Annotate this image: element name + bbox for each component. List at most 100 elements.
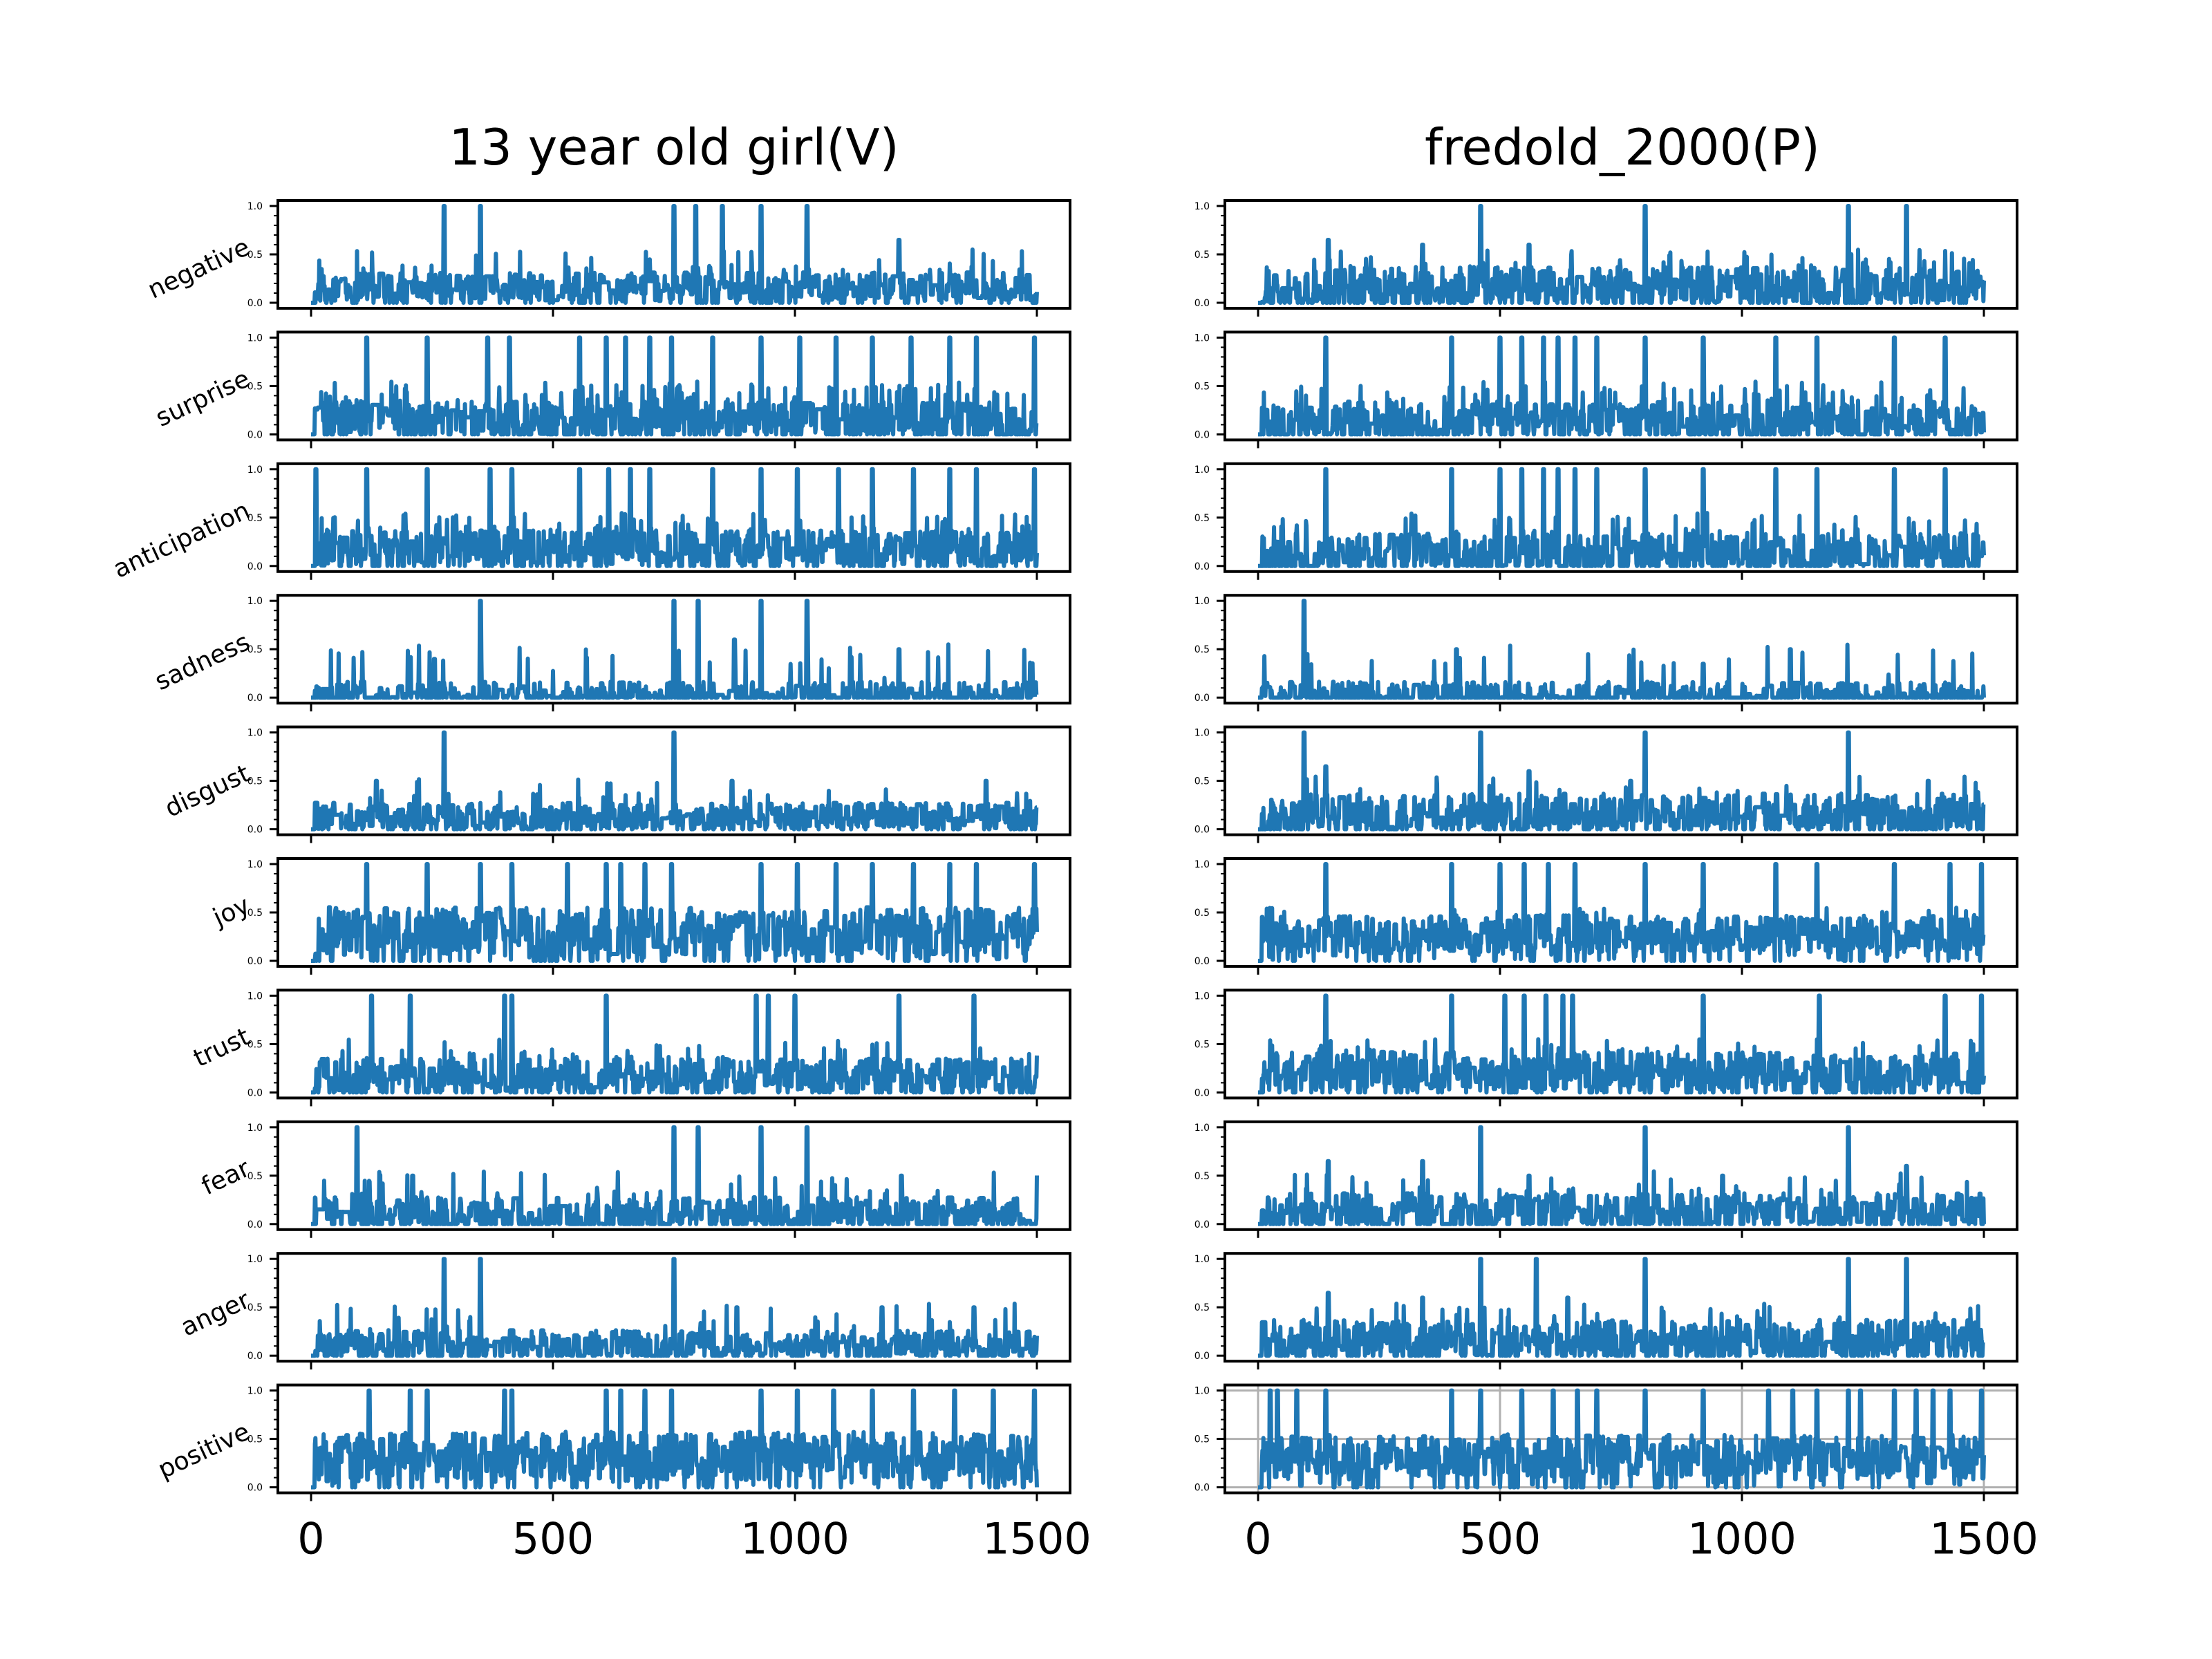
y-tick-label: 0.5: [1194, 1039, 1210, 1050]
x-tick-label: 1000: [740, 1514, 850, 1564]
panel-grid: 0.00.51.0negative0.00.51.0surprise0.00.5…: [109, 199, 2038, 1564]
y-tick-label: 0.5: [247, 250, 263, 261]
x-tick-label: 1000: [1687, 1514, 1797, 1564]
y-tick-label: 0.5: [1194, 1171, 1210, 1182]
y-tick-label: 0.5: [247, 381, 263, 392]
panel-right-sadness: 0.0 0.5 1.0: [1194, 594, 2018, 712]
panel-right-anticipation: 0.0 0.5 1.0: [1194, 462, 2018, 580]
y-tick-label: 0.5: [1194, 1302, 1210, 1313]
series-line-surprise: [309, 335, 1039, 437]
y-tick-label: 0.0: [1194, 956, 1210, 967]
y-tick-label: 1.0: [247, 1254, 263, 1265]
y-tick-label: 1.0: [247, 1123, 263, 1134]
y-tick-label: 0.5: [1194, 1434, 1210, 1445]
y-tick-label: 0.0: [247, 1087, 263, 1098]
y-tick-label: 0.5: [247, 908, 263, 919]
y-tick-label: 0.0: [1194, 1219, 1210, 1230]
y-tick-label: 1.0: [1194, 859, 1210, 870]
y-tick-label: 0.0: [247, 1483, 263, 1494]
column-title-left: 13 year old girl(V): [449, 118, 899, 176]
y-tick-label: 0.5: [247, 644, 263, 655]
y-tick-label: 0.0: [247, 561, 263, 572]
series-line-trust: [309, 993, 1039, 1095]
panel-right-anger: 0.0 0.5 1.0: [1194, 1252, 2018, 1370]
y-tick-label: 1.0: [1194, 201, 1210, 212]
y-tick-label: 0.0: [1194, 1483, 1210, 1494]
y-tick-label: 0.5: [1194, 908, 1210, 919]
y-tick-label: 0.0: [247, 1351, 263, 1362]
y-tick-label: 1.0: [1194, 1123, 1210, 1134]
y-tick-label: 0.5: [1194, 776, 1210, 787]
series-line-anticipation: [1256, 467, 1986, 568]
x-tick-label: 500: [1459, 1514, 1541, 1564]
y-tick-label: 0.5: [247, 776, 263, 787]
series-line-joy: [309, 862, 1039, 963]
y-tick-label: 1.0: [1194, 465, 1210, 476]
y-tick-label: 1.0: [1194, 596, 1210, 607]
panel-right-trust: 0.0 0.5 1.0: [1194, 988, 2018, 1107]
x-tick-label: 1500: [982, 1514, 1091, 1564]
y-tick-label: 1.0: [247, 1386, 263, 1397]
series-line-anticipation: [309, 467, 1039, 568]
y-tick-label: 0.0: [247, 429, 263, 440]
series-line-sadness: [1256, 599, 1986, 700]
panel-right-surprise: 0.0 0.5 1.0: [1194, 330, 2018, 449]
y-tick-label: 1.0: [247, 728, 263, 739]
y-tick-label: 0.5: [247, 1434, 263, 1445]
y-tick-label: 1.0: [1194, 332, 1210, 344]
y-tick-label: 0.0: [247, 825, 263, 836]
y-tick-label: 1.0: [247, 859, 263, 870]
panel-right-disgust: 0.0 0.5 1.0: [1194, 725, 2018, 843]
y-tick-label: 0.5: [1194, 644, 1210, 655]
y-tick-label: 0.0: [1194, 1351, 1210, 1362]
y-tick-label: 1.0: [247, 596, 263, 607]
y-tick-label: 1.0: [247, 991, 263, 1002]
y-tick-label: 0.0: [1194, 561, 1210, 572]
y-tick-label: 1.0: [1194, 728, 1210, 739]
x-tick-label: 0: [297, 1514, 324, 1564]
series-line-disgust: [1256, 730, 1986, 832]
y-tick-label: 0.0: [1194, 298, 1210, 309]
series-line-anger: [309, 1257, 1039, 1358]
series-line-negative: [309, 204, 1039, 305]
y-tick-label: 0.0: [247, 1219, 263, 1230]
series-line-surprise: [1256, 335, 1986, 437]
y-tick-label: 0.0: [1194, 1087, 1210, 1098]
y-tick-label: 0.0: [1194, 825, 1210, 836]
y-tick-label: 1.0: [247, 465, 263, 476]
x-tick-label: 0: [1244, 1514, 1271, 1564]
y-tick-label: 0.0: [247, 956, 263, 967]
y-tick-label: 0.5: [247, 1039, 263, 1050]
y-tick-label: 1.0: [1194, 1254, 1210, 1265]
y-tick-label: 0.0: [1194, 693, 1210, 704]
y-tick-label: 0.5: [1194, 250, 1210, 261]
y-tick-label: 0.0: [1194, 429, 1210, 440]
panel-right-positive: 0.0 0.5 1.0 0 500 1000 1500: [1194, 1383, 2038, 1564]
series-line-fear: [1256, 1125, 1986, 1226]
column-title-right: fredold_2000(P): [1425, 118, 1820, 176]
y-tick-label: 1.0: [1194, 1386, 1210, 1397]
series-line-joy: [1256, 862, 1986, 963]
y-tick-label: 0.5: [247, 513, 263, 524]
y-tick-label: 0.5: [1194, 381, 1210, 392]
panel-right-joy: 0.0 0.5 1.0: [1194, 857, 2018, 975]
series-line-anger: [1256, 1257, 1986, 1358]
y-tick-label: 0.0: [247, 693, 263, 704]
series-line-fear: [309, 1125, 1039, 1226]
panel-right-negative: 0.0 0.5 1.0: [1194, 199, 2018, 317]
y-tick-label: 0.0: [247, 298, 263, 309]
x-tick-label: 500: [512, 1514, 594, 1564]
series-line-positive: [309, 1388, 1039, 1490]
series-line-trust: [1256, 993, 1986, 1095]
y-tick-label: 0.5: [247, 1302, 263, 1313]
y-tick-label: 1.0: [1194, 991, 1210, 1002]
series-line-sadness: [309, 599, 1039, 700]
series-line-positive: [1256, 1388, 1986, 1490]
x-tick-label: 1500: [1929, 1514, 2038, 1564]
y-tick-label: 1.0: [247, 201, 263, 212]
y-tick-label: 1.0: [247, 332, 263, 344]
y-tick-label: 0.5: [247, 1171, 263, 1182]
